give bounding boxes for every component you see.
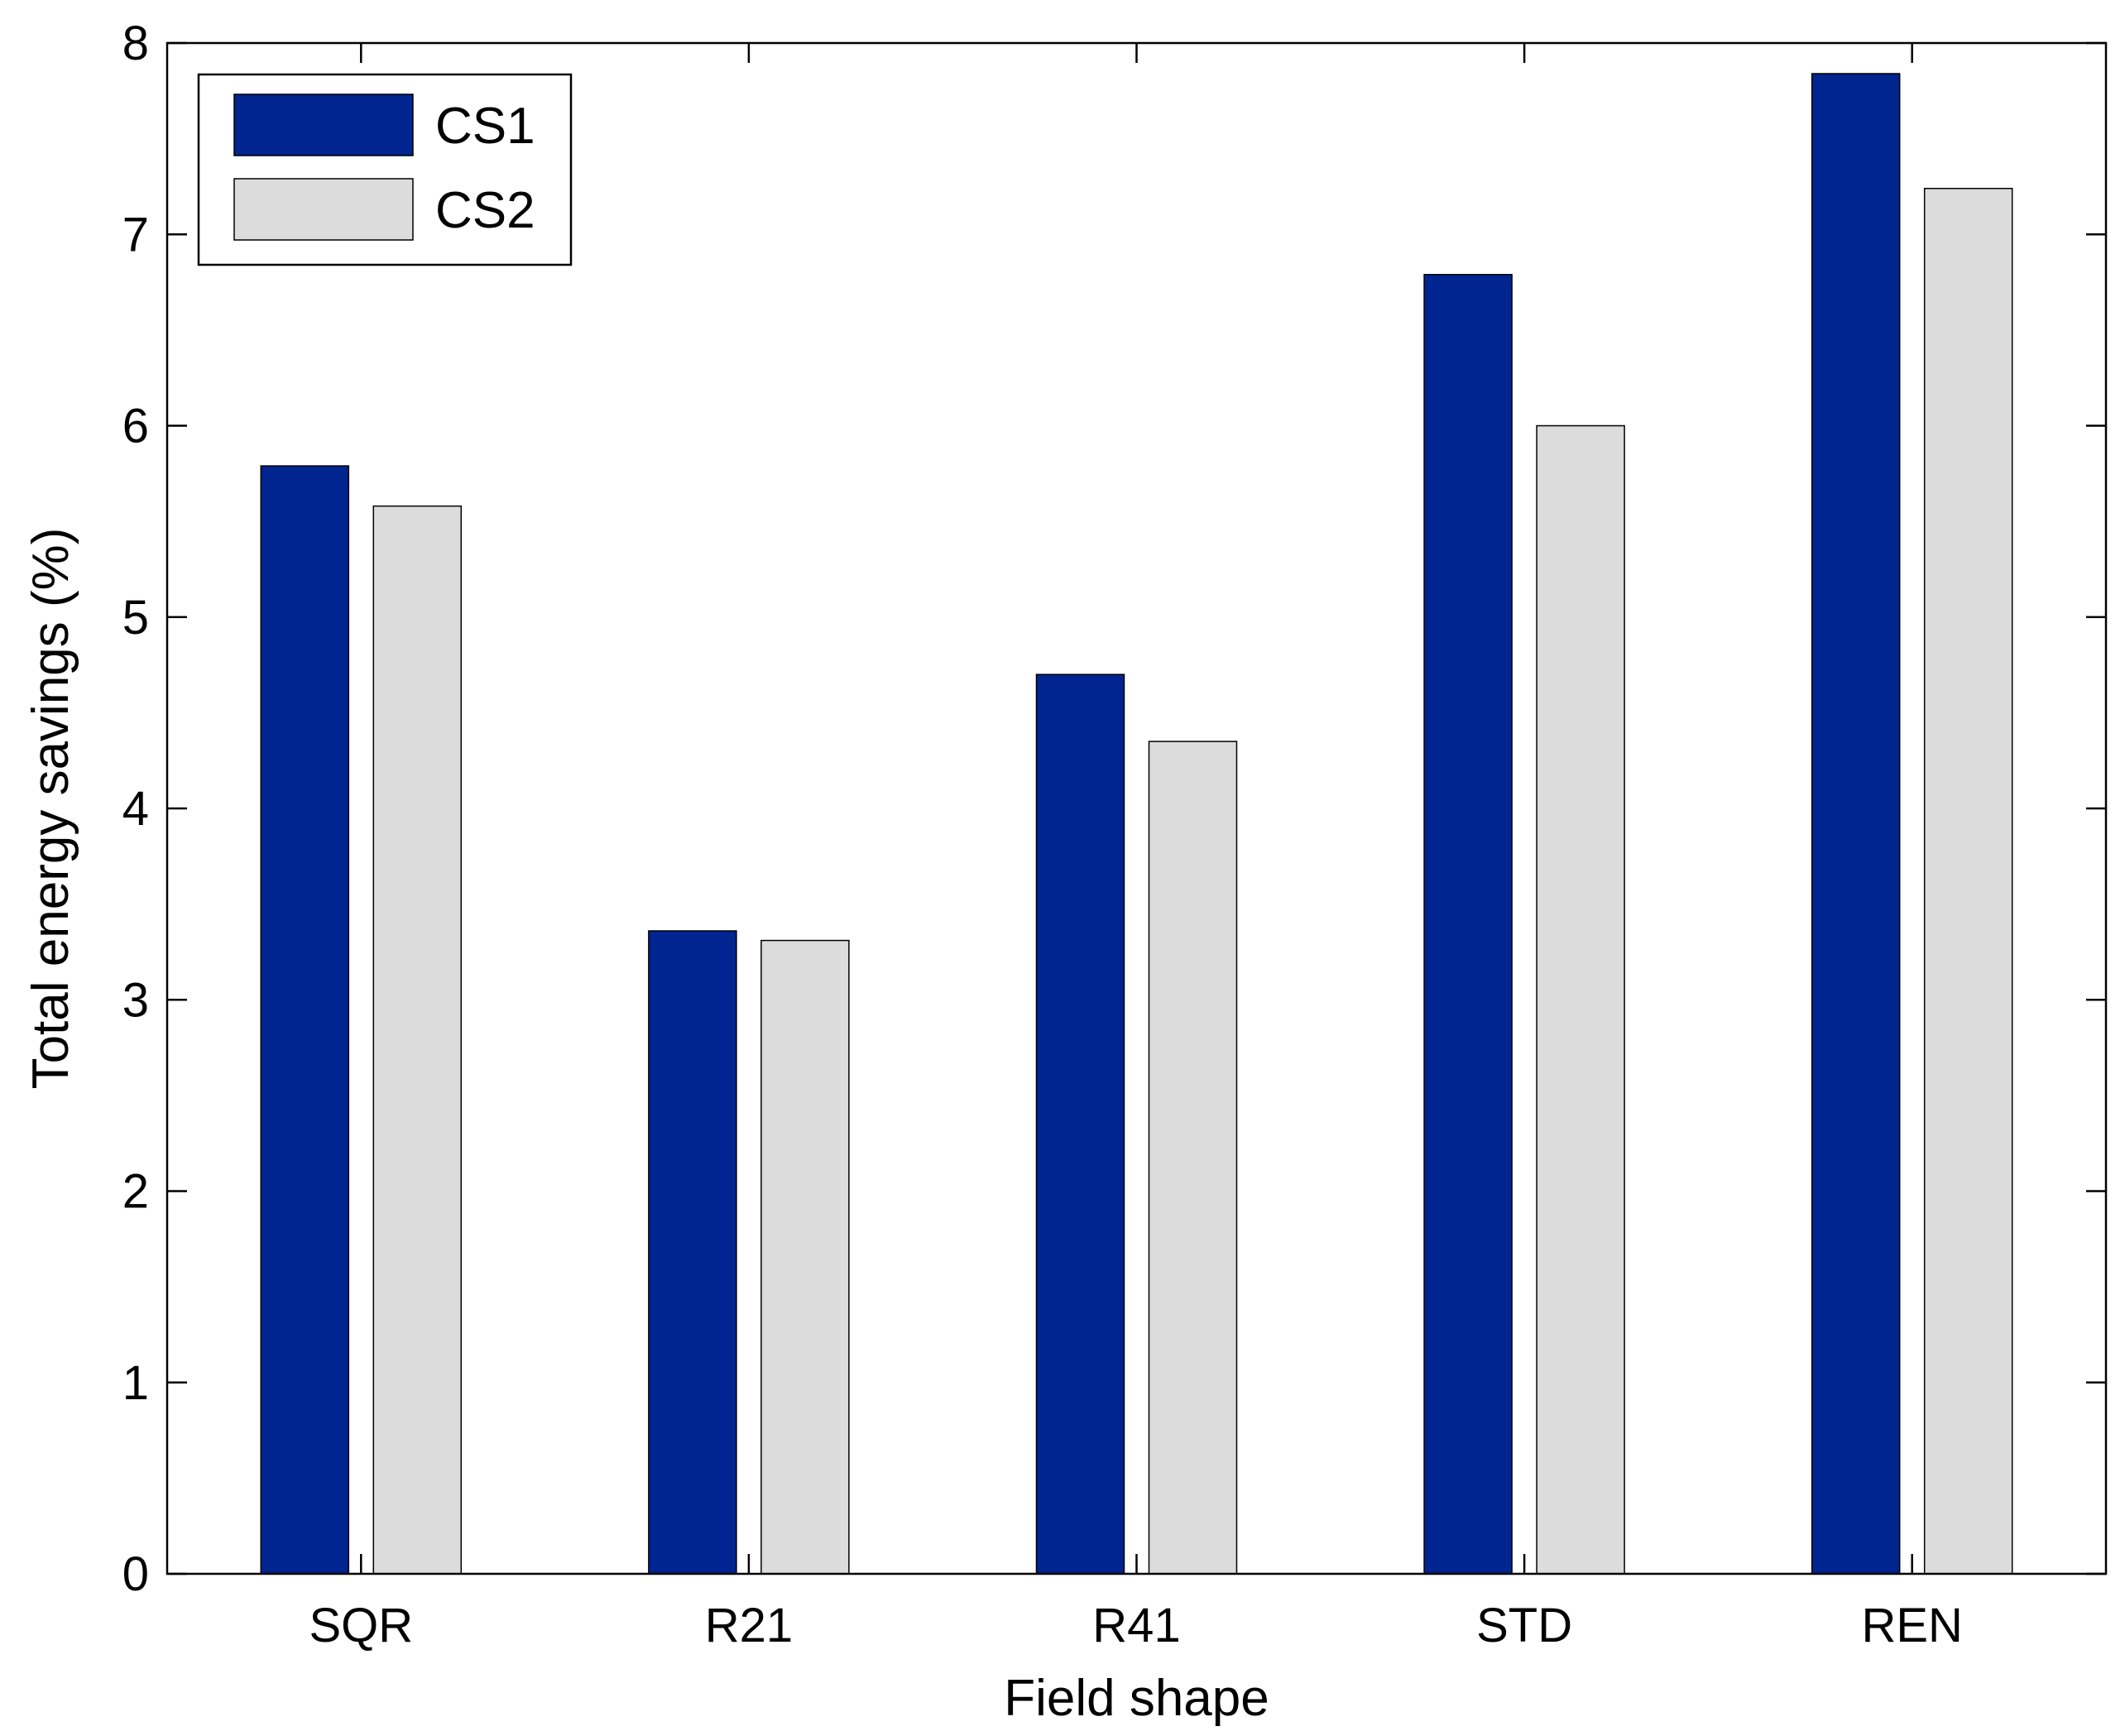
legend-swatch-cs2 xyxy=(233,178,414,241)
y-tick-label-3: 3 xyxy=(122,973,149,1027)
y-axis-label: Total energy savings (%) xyxy=(22,528,79,1090)
bar-cs1-r21 xyxy=(648,930,737,1575)
legend: CS1 CS2 xyxy=(197,73,573,266)
y-tick-label-0: 0 xyxy=(122,1547,149,1601)
bar-cs1-sqr xyxy=(260,465,350,1575)
y-tick-label-6: 6 xyxy=(122,400,149,453)
bar-cs1-std xyxy=(1423,274,1513,1575)
x-tick-label-std: STD xyxy=(1476,1599,1572,1652)
x-tick-label-r21: R21 xyxy=(705,1599,793,1652)
axis-ticks-group xyxy=(167,41,2106,1575)
x-tick-label-sqr: SQR xyxy=(309,1599,413,1652)
bar-cs2-sqr xyxy=(372,505,463,1575)
x-axis-label: Field shape xyxy=(1004,1670,1269,1727)
legend-label-cs2: CS2 xyxy=(435,182,535,239)
bar-cs2-r21 xyxy=(760,939,850,1575)
bars-group xyxy=(260,73,2013,1575)
bar-cs2-r41 xyxy=(1148,741,1238,1575)
x-tick-label-ren: REN xyxy=(1861,1599,1962,1652)
x-tick-labels-group: SQR R21 R41 STD REN xyxy=(309,1599,1962,1652)
y-tick-label-7: 7 xyxy=(122,208,149,261)
y-tick-label-2: 2 xyxy=(122,1165,149,1219)
y-tick-label-5: 5 xyxy=(122,591,149,645)
legend-swatch-cs1 xyxy=(233,94,414,156)
legend-label-cs1: CS1 xyxy=(435,98,535,155)
bar-cs2-ren xyxy=(1923,188,2013,1575)
bar-cs1-r41 xyxy=(1035,674,1125,1575)
y-tick-label-8: 8 xyxy=(122,17,149,70)
x-tick-label-r41: R41 xyxy=(1092,1599,1180,1652)
bar-cs1-ren xyxy=(1811,73,1901,1575)
y-tick-label-4: 4 xyxy=(122,782,149,836)
bar-cs2-std xyxy=(1536,424,1625,1575)
y-tick-labels-group: 0 1 2 3 4 5 6 7 8 xyxy=(122,17,149,1601)
y-tick-label-1: 1 xyxy=(122,1356,149,1410)
